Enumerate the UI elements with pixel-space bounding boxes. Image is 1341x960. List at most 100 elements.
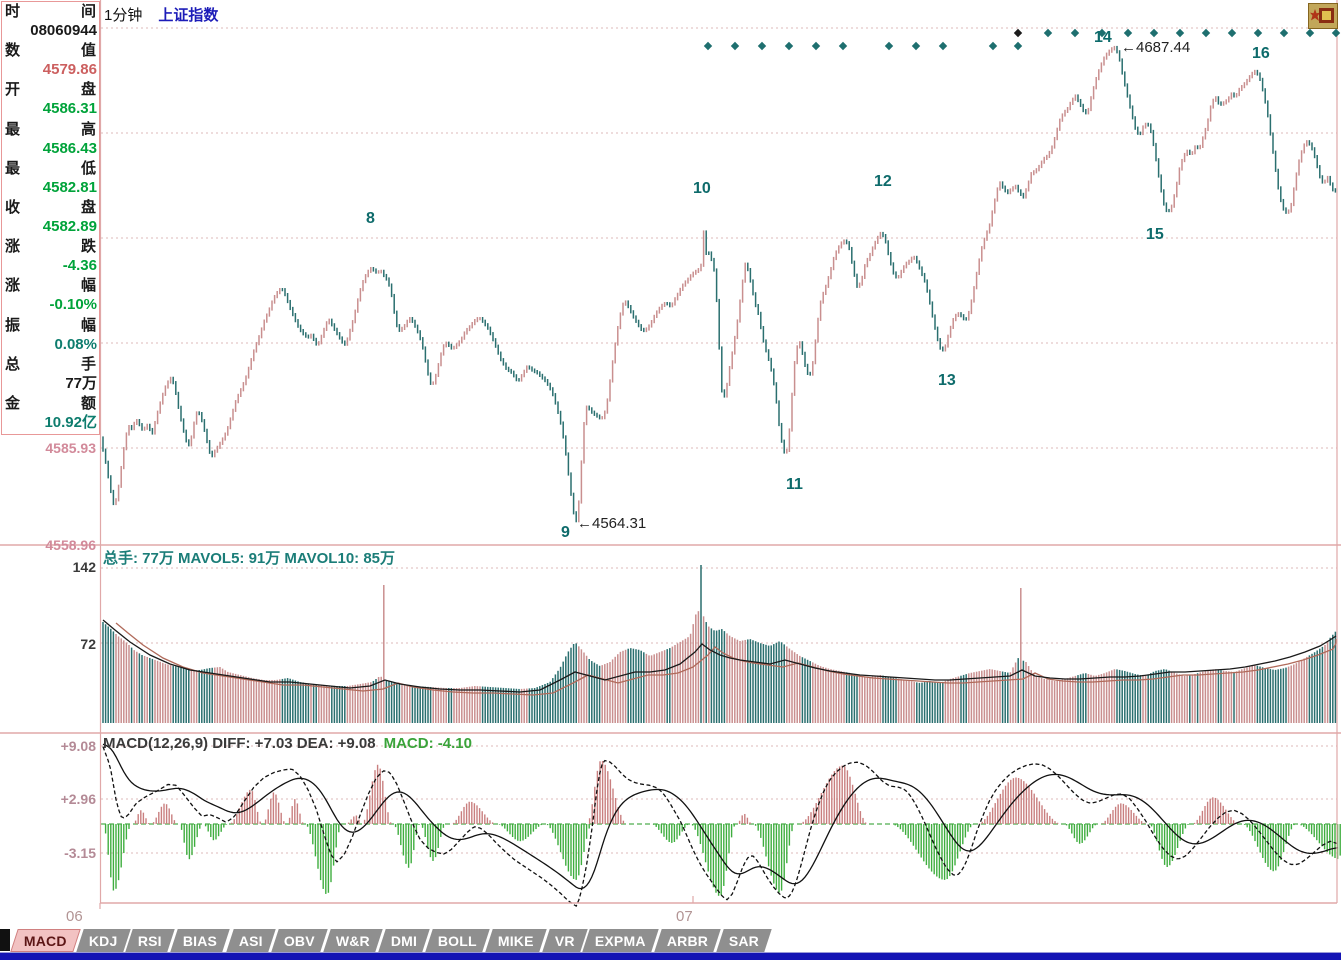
quote-label-left: 时 (5, 3, 21, 20)
quote-row-1: 数 值 4579.86 (2, 42, 99, 80)
signal-diamond-icon (938, 41, 948, 51)
quote-row-3: 最 高 4586.43 (2, 121, 99, 159)
signal-diamond-icon (1279, 28, 1289, 38)
signal-diamond-icon (911, 41, 921, 51)
tab-label: VR (554, 932, 575, 949)
quote-value: -4.36 (62, 257, 97, 275)
quote-label-right: 盘 (80, 81, 96, 99)
quote-info-panel: 时间 08060944 数值 4579.86 开盘 4586.31 最高 4586.43 最低 4… (1, 1, 100, 435)
tab-dmi[interactable]: DMI (377, 929, 430, 952)
tab-label: ARBR (667, 932, 709, 949)
macd-value-label: MACD: -4.10 (383, 735, 472, 752)
quote-label-left: 总 (5, 355, 21, 373)
tab-label: BOLL (437, 932, 477, 949)
quote-label-left: 金 (5, 394, 21, 412)
signal-diamond-icon (1253, 28, 1263, 38)
quote-value: 10.92亿 (44, 413, 97, 431)
quote-label-right: 额 (80, 394, 96, 412)
signal-diamond-icon (1097, 28, 1107, 38)
tab-label: MIKE (497, 932, 534, 949)
window-restore-icon[interactable] (1308, 3, 1338, 29)
quote-row-9: 总 手 77万 (2, 356, 99, 394)
tab-rsi[interactable]: RSI (125, 929, 176, 952)
tab-arbr[interactable]: ARBR (654, 929, 722, 952)
signal-diamond-icon (1331, 28, 1341, 38)
quote-label-left: 涨 (5, 277, 21, 295)
tab-mike[interactable]: MIKE (484, 929, 547, 952)
price-series (102, 45, 1337, 523)
quote-value: 77万 (65, 374, 97, 392)
time-axis-label: 07 (676, 908, 693, 925)
signal-diamond-icon (838, 41, 848, 51)
quote-row-4: 最 低 4582.81 (2, 160, 99, 198)
quote-label-left: 涨 (5, 238, 21, 256)
tab-label: ASI (238, 932, 263, 949)
signal-diamond-icon (1305, 28, 1315, 38)
macd-panel-header: MACD(12,26,9) DIFF: +7.03 DEA: +9.08 MACD… (103, 735, 472, 752)
signal-diamond-icon (1013, 41, 1023, 51)
wave-number-label: 12 (874, 173, 892, 190)
quote-label-right: 跌 (80, 238, 96, 256)
tab-bias[interactable]: BIAS (170, 929, 231, 952)
signal-diamond-icon (1070, 28, 1080, 38)
signal-diamond-icon (730, 41, 740, 51)
volume-axis-label: 142 (72, 559, 96, 575)
dea-line (102, 743, 1339, 890)
chart-header: 1分钟 上证指数 (104, 4, 218, 25)
signal-diamond-icon (884, 41, 894, 51)
quote-label-right: 手 (80, 355, 96, 373)
tab-label: RSI (138, 932, 163, 949)
quote-value: 4582.89 (42, 217, 97, 235)
signal-diamond-icon (1175, 28, 1185, 38)
quote-row-5: 收 盘 4582.89 (2, 199, 99, 237)
tab-label: BIAS (183, 932, 218, 949)
quote-value: 4586.31 (42, 100, 97, 118)
wave-number-label: 15 (1146, 226, 1164, 243)
period-label: 1分钟 (104, 7, 143, 24)
quote-label-right: 幅 (80, 316, 96, 334)
quote-row-6: 涨 跌 -4.36 (2, 238, 99, 276)
quote-row-8: 振 幅 0.08% (2, 317, 99, 355)
tab-wr[interactable]: W&R (322, 929, 383, 952)
indicator-tabbar: MACD KDJ RSI BIAS ASI OBV W&R DMI BOLL MIKE VR EXPM… (10, 929, 773, 952)
price-axis-label: 4585.93 (45, 440, 96, 456)
quote-label-left: 振 (5, 316, 21, 334)
tab-boll[interactable]: BOLL (425, 929, 490, 952)
quote-label-left: 最 (5, 120, 21, 138)
price-arrow-annotation: ←4564.31 (577, 515, 647, 532)
quote-label-left: 最 (5, 159, 21, 177)
quote-label-left: 收 (5, 198, 21, 216)
quote-value: 0.08% (54, 335, 97, 353)
tab-vr[interactable]: VR (541, 929, 588, 952)
tab-kdj[interactable]: KDJ (76, 929, 131, 952)
tab-label: KDJ (88, 932, 118, 949)
tab-label: MACD (24, 932, 67, 949)
tab-obv[interactable]: OBV (270, 929, 328, 952)
mavol10-line (115, 622, 1337, 696)
quote-row-7: 涨 幅 -0.10% (2, 277, 99, 315)
volume-panel-header: 总手: 77万 MAVOL5: 91万 MAVOL10: 85万 (103, 550, 396, 567)
mavol5-line (102, 619, 1337, 693)
tab-label: DMI (390, 932, 417, 949)
volume-axis-label: 72 (80, 636, 96, 652)
quote-label-right: 间 (80, 3, 96, 20)
tab-label: W&R (335, 932, 370, 949)
tab-expma[interactable]: EXPMA (582, 929, 659, 952)
tab-macd[interactable]: MACD (10, 929, 81, 952)
quote-row-2: 开 盘 4586.31 (2, 81, 99, 119)
signal-diamond-icon (1013, 28, 1023, 38)
symbol-name[interactable]: 上证指数 (158, 7, 219, 24)
quote-label-right: 高 (80, 120, 96, 138)
tab-sar[interactable]: SAR (716, 929, 773, 952)
tabbar-drag-handle[interactable] (0, 929, 10, 951)
quote-label-right: 值 (80, 42, 96, 60)
volume-series (102, 565, 1337, 723)
signal-diamond-icon (784, 41, 794, 51)
gridlines (101, 27, 1337, 854)
macd-series (102, 743, 1341, 908)
signal-markers (703, 28, 1341, 51)
wave-number-label: 8 (366, 210, 375, 227)
tab-asi[interactable]: ASI (225, 929, 276, 952)
quote-value: 08060944 (30, 22, 97, 39)
quote-label-left: 开 (5, 81, 21, 99)
